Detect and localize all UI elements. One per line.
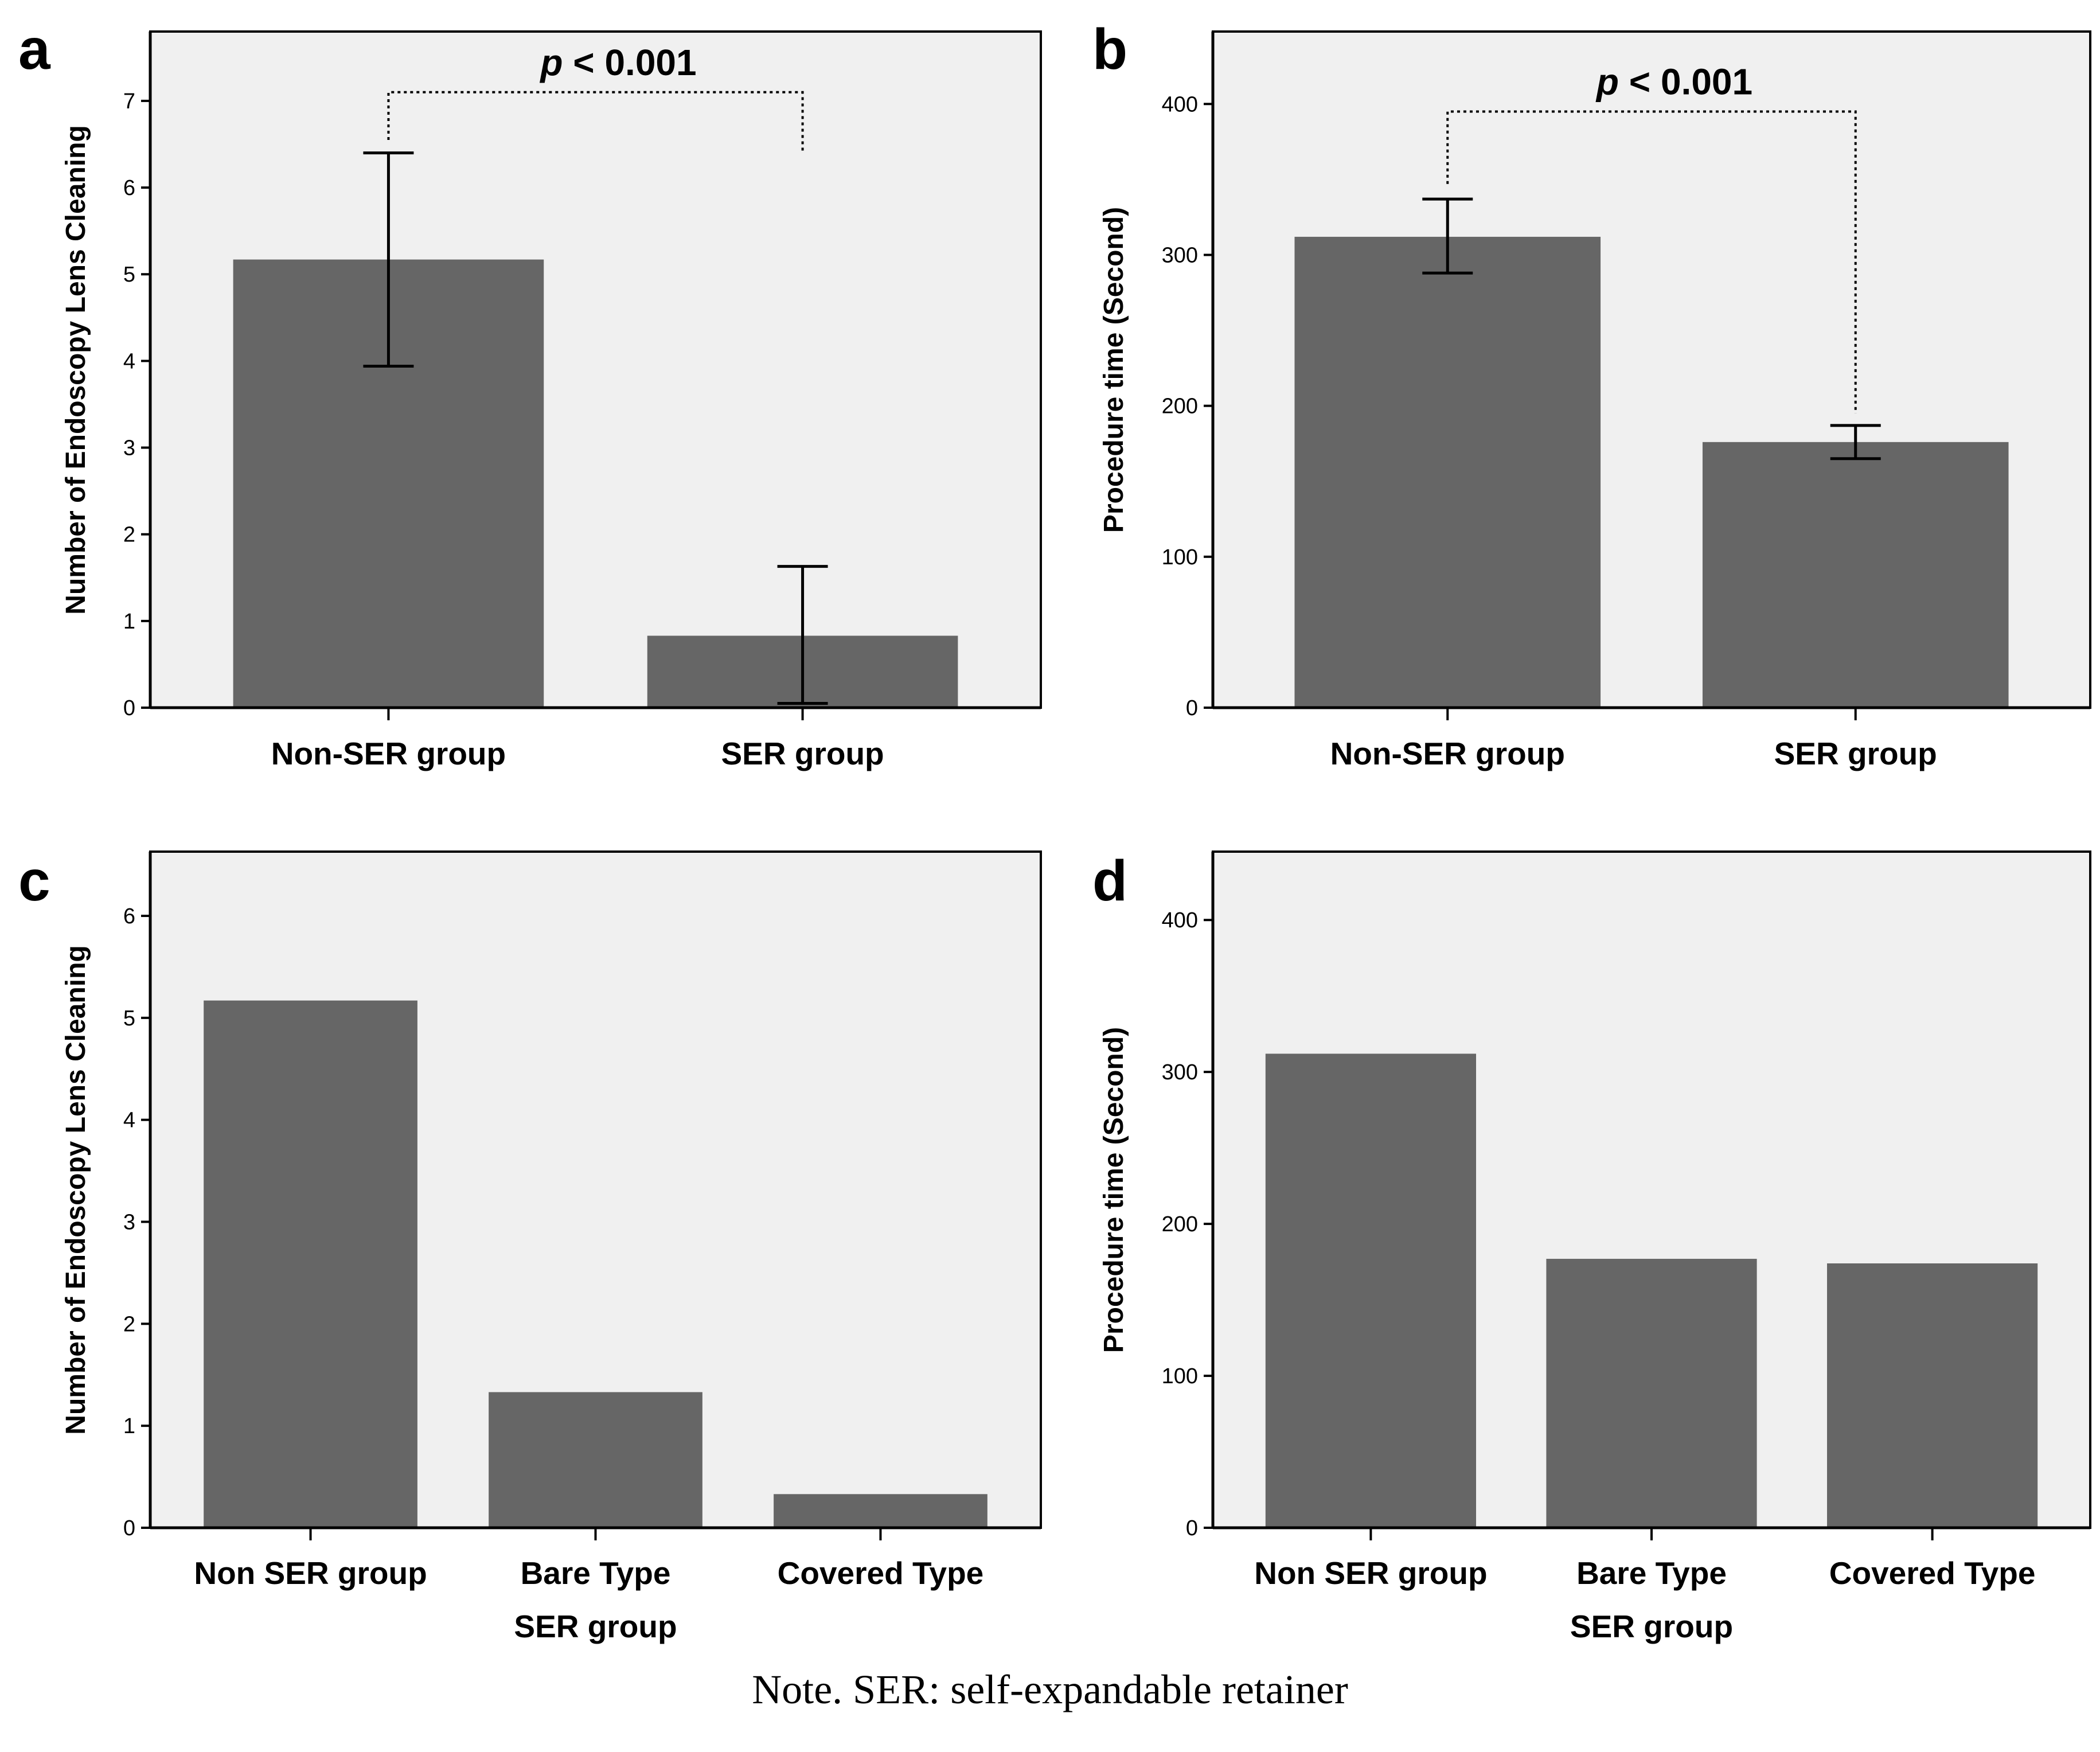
x-tick-label: Non-SER group	[1330, 736, 1565, 771]
error-bar	[1830, 424, 1881, 461]
p-value-label: p < 0.001	[539, 42, 696, 83]
chart-panel-a: 0 1 2 3 4 5 6 7 Non-SER group SER group p < 0.001 N…	[18, 17, 1042, 771]
y-tick-label: 5	[123, 263, 135, 287]
y-axis-label: Procedure time (Second)	[1099, 1027, 1129, 1353]
x-tick-label: Bare Type	[521, 1555, 671, 1591]
x-tick-label: Non-SER group	[271, 736, 506, 771]
y-tick-label: 6	[123, 176, 135, 200]
panel-letter: b	[1092, 17, 1127, 81]
y-tick-label: 300	[1162, 1060, 1198, 1084]
y-axis-label: Number of Endoscopy Lens Cleaning	[61, 945, 91, 1434]
y-tick-label: 200	[1162, 1212, 1198, 1236]
y-axis-label: Number of Endoscopy Lens Cleaning	[61, 125, 91, 614]
y-tick-label: 0	[1186, 1516, 1198, 1540]
bar-ser-group	[1702, 442, 2009, 708]
y-tick-label: 2	[123, 523, 135, 547]
y-tick-label: 0	[123, 696, 135, 720]
x-tick-label: SER group	[1774, 736, 1937, 771]
y-tick-label: 400	[1162, 92, 1198, 116]
panel-letter: d	[1092, 849, 1127, 913]
bar-non-ser-group	[1294, 236, 1601, 708]
bar-bare-type	[1546, 1259, 1757, 1528]
y-tick-label: 400	[1162, 908, 1198, 932]
bar-covered-type	[1827, 1263, 2038, 1528]
x-tick-label: Covered Type	[1829, 1555, 2036, 1591]
x-tick-label: Bare Type	[1576, 1555, 1727, 1591]
chart-panel-d: 0 100 200 300 400 Non SER group Bare Type Cover…	[1092, 849, 2091, 1644]
x-tick-label: Non SER group	[1254, 1555, 1487, 1591]
panel-letter: a	[18, 17, 51, 81]
error-bar	[777, 565, 828, 705]
significance-bracket	[1446, 110, 1857, 413]
figure-note: Note. SER: self-expandable retainer	[752, 1667, 1348, 1712]
y-tick-label: 300	[1162, 243, 1198, 267]
chart-panel-b: 0 100 200 300 400 Non-SER group SER group p < 0…	[1092, 17, 2091, 771]
y-tick-label: 2	[123, 1312, 135, 1336]
y-tick-label: 0	[123, 1516, 135, 1540]
x-tick-label: Covered Type	[778, 1555, 984, 1591]
y-axis-label: Procedure time (Second)	[1099, 207, 1129, 533]
y-tick-label: 7	[123, 89, 135, 114]
y-tick-label: 6	[123, 904, 135, 928]
chart-panel-c: 0 1 2 3 4 5 6 Non SER group Bare Type Covered Typ…	[18, 849, 1042, 1644]
p-value-rest: < 0.001	[563, 42, 697, 83]
x-axis-label: SER group	[1570, 1609, 1733, 1644]
y-tick-label: 3	[123, 1211, 135, 1235]
y-tick-label: 0	[1186, 696, 1198, 720]
x-axis-label: SER group	[514, 1609, 677, 1644]
y-tick-label: 3	[123, 436, 135, 461]
y-tick-label: 4	[123, 349, 135, 373]
y-tick-label: 200	[1162, 395, 1198, 419]
bar-bare-type	[489, 1392, 702, 1528]
significance-bracket	[387, 91, 804, 153]
p-value-label: p < 0.001	[1595, 61, 1752, 102]
error-bar	[1422, 197, 1473, 275]
panel-letter: c	[18, 849, 50, 913]
p-value-rest: < 0.001	[1619, 61, 1752, 102]
p-value-italic: p	[1595, 61, 1619, 102]
y-tick-label: 1	[123, 1414, 135, 1438]
y-tick-label: 1	[123, 610, 135, 634]
error-bar	[363, 151, 414, 368]
p-value-italic: p	[539, 42, 563, 83]
bar-non-ser-group	[204, 1000, 417, 1528]
bar-covered-type	[774, 1494, 987, 1528]
x-tick-label: SER group	[721, 736, 884, 771]
y-tick-label: 100	[1162, 545, 1198, 569]
y-tick-label: 100	[1162, 1364, 1198, 1388]
y-tick-label: 5	[123, 1006, 135, 1031]
y-tick-label: 4	[123, 1109, 135, 1133]
bar-non-ser-group	[1265, 1053, 1476, 1528]
x-tick-label: Non SER group	[194, 1555, 427, 1591]
